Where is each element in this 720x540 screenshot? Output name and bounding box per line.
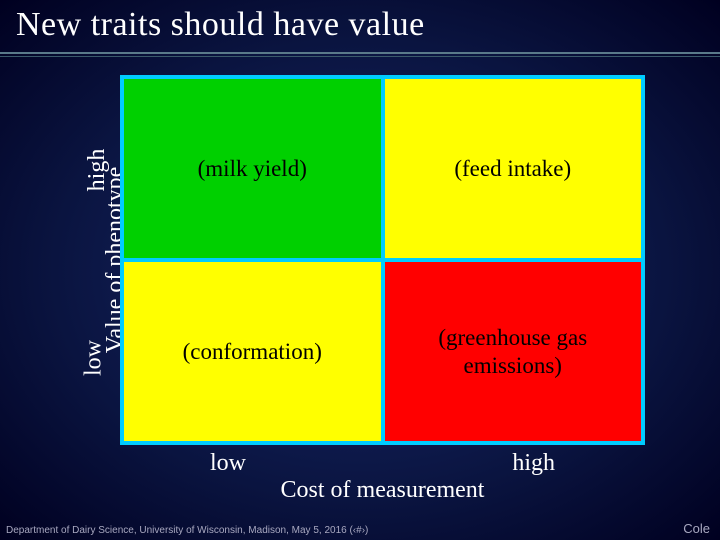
y-axis-high: high xyxy=(84,149,111,192)
x-axis-high: high xyxy=(512,450,555,477)
cell-top-left: (milk yield) xyxy=(124,79,381,258)
footer-right: Cole xyxy=(683,521,710,536)
x-axis: low high Cost of measurement xyxy=(120,450,645,504)
cell-bottom-left: (conformation) xyxy=(124,262,381,441)
x-axis-label: Cost of measurement xyxy=(120,477,645,504)
footer-left: Department of Dairy Science, University … xyxy=(6,525,368,536)
slide-title: New traits should have value xyxy=(16,6,425,44)
cell-top-right: (feed intake) xyxy=(385,79,642,258)
quadrant-matrix: (milk yield) (feed intake) (conformation… xyxy=(120,75,645,445)
y-axis-low: low xyxy=(81,340,108,376)
cell-bottom-right: (greenhouse gas emissions) xyxy=(385,262,642,441)
title-rule-bottom xyxy=(0,56,720,57)
title-rule-top xyxy=(0,52,720,54)
x-axis-low: low xyxy=(210,450,246,477)
